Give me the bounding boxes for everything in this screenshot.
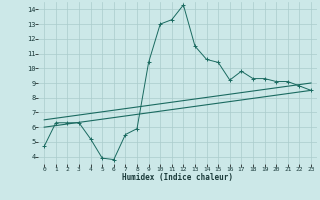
X-axis label: Humidex (Indice chaleur): Humidex (Indice chaleur) — [122, 173, 233, 182]
